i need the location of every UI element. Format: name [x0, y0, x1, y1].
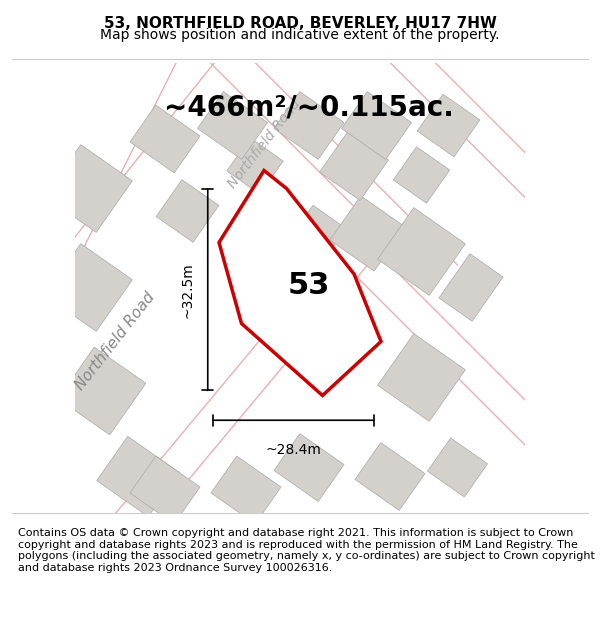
Bar — [377, 208, 466, 296]
Bar — [130, 105, 200, 173]
Text: Contains OS data © Crown copyright and database right 2021. This information is : Contains OS data © Crown copyright and d… — [18, 528, 595, 573]
Bar — [58, 347, 146, 435]
Bar — [274, 434, 344, 501]
Bar — [290, 205, 346, 262]
Bar — [156, 179, 219, 243]
Bar — [417, 94, 480, 157]
Text: ~32.5m: ~32.5m — [180, 262, 194, 318]
Text: 53: 53 — [288, 271, 330, 300]
Text: Northfield Road: Northfield Road — [225, 96, 303, 191]
Text: ~466m²/~0.115ac.: ~466m²/~0.115ac. — [164, 94, 454, 122]
Bar — [320, 131, 388, 201]
Bar — [330, 196, 405, 271]
Text: 53, NORTHFIELD ROAD, BEVERLEY, HU17 7HW: 53, NORTHFIELD ROAD, BEVERLEY, HU17 7HW — [104, 16, 496, 31]
Text: Map shows position and indicative extent of the property.: Map shows position and indicative extent… — [100, 28, 500, 42]
Text: ~28.4m: ~28.4m — [265, 442, 321, 457]
Bar — [427, 438, 488, 497]
Bar — [227, 138, 283, 194]
Bar — [130, 456, 200, 524]
Bar — [341, 92, 412, 159]
Bar — [211, 456, 281, 524]
Polygon shape — [219, 171, 381, 396]
Text: Northfield Road: Northfield Road — [73, 290, 158, 393]
Bar — [44, 244, 133, 331]
Bar — [197, 92, 268, 159]
Bar — [393, 147, 450, 203]
Bar — [355, 442, 425, 511]
Bar — [97, 436, 179, 517]
Bar — [439, 254, 503, 321]
Bar — [274, 92, 344, 159]
Bar — [377, 334, 466, 421]
Bar — [44, 144, 133, 232]
